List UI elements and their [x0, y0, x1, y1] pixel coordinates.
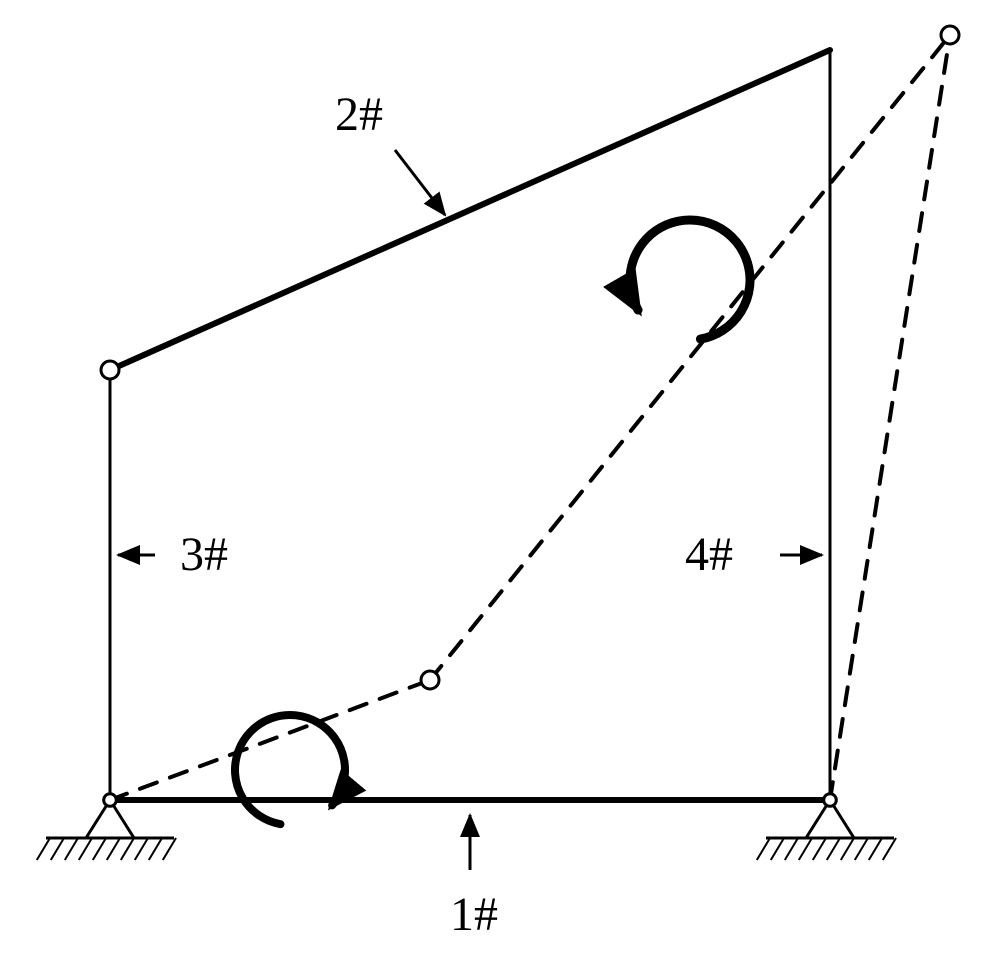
- support-pin: [824, 794, 837, 807]
- label-2-arrow: [395, 150, 445, 215]
- ground-hatch: [757, 838, 896, 860]
- support-pin: [104, 794, 117, 807]
- ground-hatch: [37, 838, 176, 860]
- pin-joint: [941, 26, 959, 44]
- rotation-arc-upper: [630, 220, 750, 339]
- pin-joint: [421, 671, 439, 689]
- label-4: 4#: [685, 528, 733, 581]
- label-2: 2#: [335, 88, 383, 141]
- dashed-member: [830, 35, 950, 800]
- dashed-member: [430, 35, 950, 680]
- member-2: [110, 50, 830, 370]
- label-3: 3#: [180, 528, 228, 581]
- pin-joint: [101, 361, 119, 379]
- dashed-member: [110, 680, 430, 800]
- label-1: 1#: [450, 888, 498, 941]
